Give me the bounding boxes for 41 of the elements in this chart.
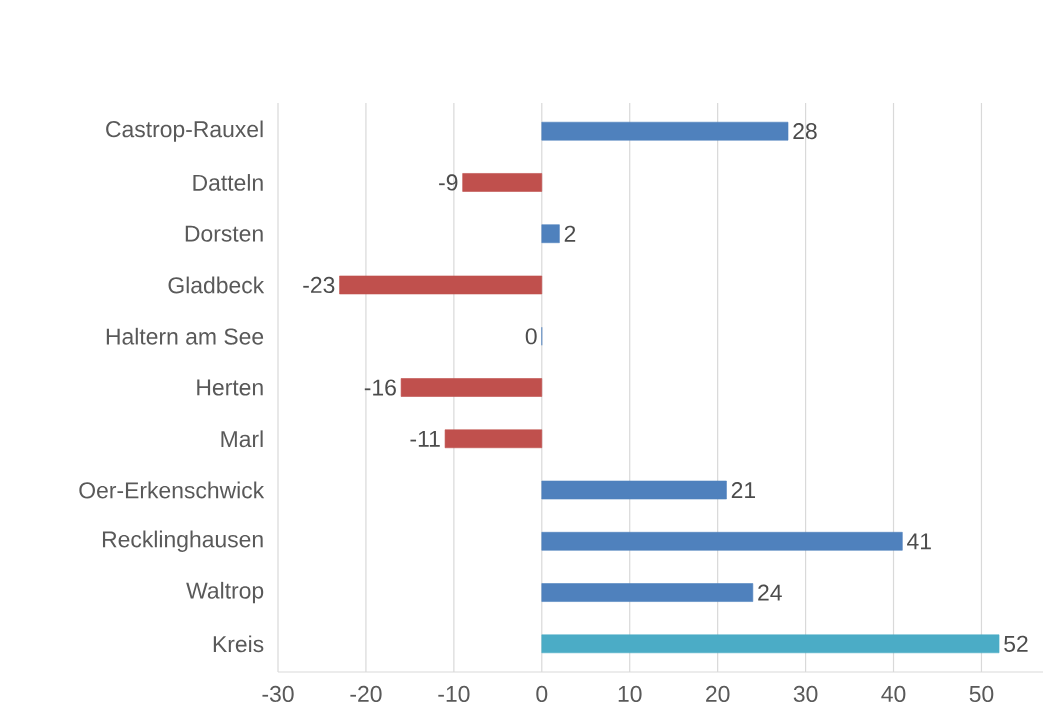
bar [462, 173, 543, 192]
data-label: 41 [907, 533, 931, 550]
x-tick-label: 0 [536, 685, 548, 703]
y-tick-label: Haltern am See [106, 327, 264, 345]
y-tick-label: Waltrop [186, 581, 264, 604]
bar [541, 634, 1000, 654]
data-label: -23 [303, 276, 335, 294]
y-tick-label: Datteln [193, 174, 263, 191]
data-label: -11 [410, 430, 440, 447]
bar [541, 583, 754, 602]
y-tick-label: Dorsten [185, 225, 263, 242]
x-tick-label: 10 [618, 685, 642, 703]
data-label: -9 [439, 174, 458, 191]
x-tick-label: 30 [793, 685, 818, 703]
data-label: 2 [564, 225, 576, 242]
y-tick-label: Marl [221, 430, 263, 448]
x-tick-label: 40 [881, 685, 906, 703]
y-tick-label: Oer-Erkenschwick [79, 481, 265, 499]
y-tick-label: Kreis [213, 635, 264, 653]
data-label: 0 [525, 328, 537, 345]
y-tick-label: Gladbeck [168, 276, 265, 294]
x-tick-label: -20 [350, 685, 382, 703]
data-label: 24 [758, 584, 782, 601]
bar [400, 378, 543, 397]
x-tick-label: -10 [438, 685, 470, 703]
x-tick-label: -30 [262, 685, 294, 703]
bar [541, 121, 789, 141]
y-tick-label: Castrop-Rauxel [106, 120, 263, 142]
y-tick-label: Recklinghausen [102, 530, 263, 552]
bar [339, 275, 543, 295]
y-tick-label: Herten [197, 379, 263, 396]
bar [444, 429, 543, 449]
x-tick-label: 20 [706, 685, 730, 703]
data-label: 28 [793, 123, 817, 140]
data-label: -16 [364, 379, 396, 396]
x-tick-label: 50 [969, 685, 994, 703]
bar [541, 480, 727, 500]
data-label: 21 [731, 482, 756, 499]
data-label: 52 [1004, 635, 1028, 652]
bar [541, 531, 903, 551]
bar [541, 224, 560, 244]
